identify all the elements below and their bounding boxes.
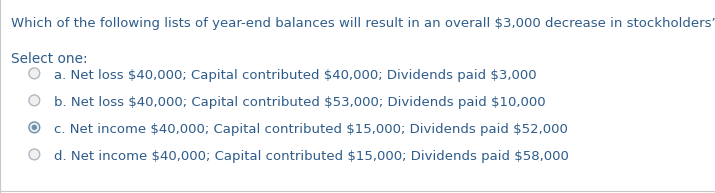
Text: Select one:: Select one: <box>11 52 87 66</box>
Ellipse shape <box>29 122 40 133</box>
Text: Which of the following lists of year-end balances will result in an overall $3,0: Which of the following lists of year-end… <box>11 17 715 30</box>
Ellipse shape <box>29 68 40 79</box>
Text: a. Net loss $40,000; Capital contributed $40,000; Dividends paid $3,000: a. Net loss $40,000; Capital contributed… <box>54 69 536 81</box>
Ellipse shape <box>31 125 37 130</box>
Text: c. Net income $40,000; Capital contributed $15,000; Dividends paid $52,000: c. Net income $40,000; Capital contribut… <box>54 123 568 135</box>
Ellipse shape <box>29 149 40 160</box>
Text: d. Net income $40,000; Capital contributed $15,000; Dividends paid $58,000: d. Net income $40,000; Capital contribut… <box>54 150 568 163</box>
Text: b. Net loss $40,000; Capital contributed $53,000; Dividends paid $10,000: b. Net loss $40,000; Capital contributed… <box>54 96 546 108</box>
Ellipse shape <box>29 95 40 106</box>
